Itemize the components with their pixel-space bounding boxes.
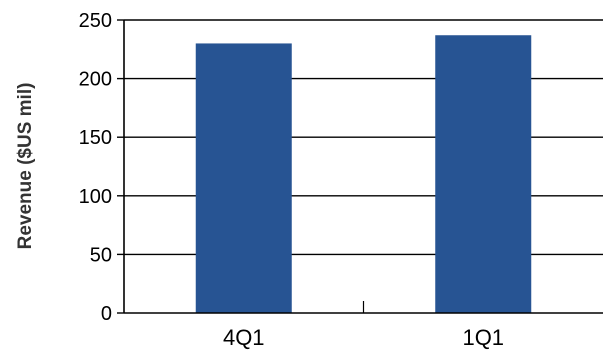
y-axis-label: Revenue ($US mil) bbox=[15, 83, 36, 250]
x-tick-labels: 4Q1 1Q1 bbox=[223, 325, 504, 350]
y-tick-label-150: 150 bbox=[79, 127, 112, 149]
y-tick-label-0: 0 bbox=[101, 303, 112, 325]
x-tick-label-1Q1: 1Q1 bbox=[462, 325, 504, 350]
y-tick-labels: 0 50 100 150 200 250 bbox=[79, 10, 112, 325]
bars bbox=[195, 35, 532, 314]
y-tick-label-200: 200 bbox=[79, 69, 112, 91]
axes bbox=[123, 20, 603, 314]
bar-1Q1 bbox=[435, 35, 532, 314]
x-tick-label-4Q1: 4Q1 bbox=[223, 325, 265, 350]
y-tick-label-250: 250 bbox=[79, 10, 112, 32]
bar-4Q1 bbox=[195, 43, 292, 313]
y-tick-label-50: 50 bbox=[90, 244, 112, 266]
y-tick-label-100: 100 bbox=[79, 186, 112, 208]
